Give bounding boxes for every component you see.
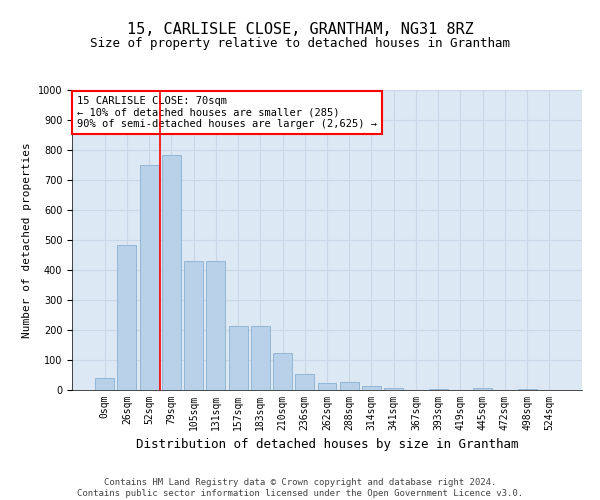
Bar bbox=[273, 352, 292, 390]
Bar bbox=[518, 388, 536, 390]
Bar bbox=[95, 378, 114, 390]
Bar bbox=[473, 388, 492, 390]
Bar bbox=[362, 386, 381, 390]
Bar bbox=[429, 388, 448, 390]
Text: Contains HM Land Registry data © Crown copyright and database right 2024.
Contai: Contains HM Land Registry data © Crown c… bbox=[77, 478, 523, 498]
Bar bbox=[317, 382, 337, 390]
Y-axis label: Number of detached properties: Number of detached properties bbox=[22, 142, 32, 338]
Bar bbox=[184, 261, 203, 390]
Bar bbox=[229, 326, 248, 390]
Bar bbox=[340, 382, 359, 390]
Bar bbox=[118, 244, 136, 390]
Bar bbox=[295, 374, 314, 390]
Bar bbox=[206, 261, 225, 390]
Bar bbox=[162, 154, 181, 390]
Bar bbox=[384, 388, 403, 390]
X-axis label: Distribution of detached houses by size in Grantham: Distribution of detached houses by size … bbox=[136, 438, 518, 452]
Text: 15 CARLISLE CLOSE: 70sqm
← 10% of detached houses are smaller (285)
90% of semi-: 15 CARLISLE CLOSE: 70sqm ← 10% of detach… bbox=[77, 96, 377, 129]
Bar bbox=[251, 326, 270, 390]
Text: 15, CARLISLE CLOSE, GRANTHAM, NG31 8RZ: 15, CARLISLE CLOSE, GRANTHAM, NG31 8RZ bbox=[127, 22, 473, 38]
Text: Size of property relative to detached houses in Grantham: Size of property relative to detached ho… bbox=[90, 38, 510, 51]
Bar bbox=[140, 165, 158, 390]
